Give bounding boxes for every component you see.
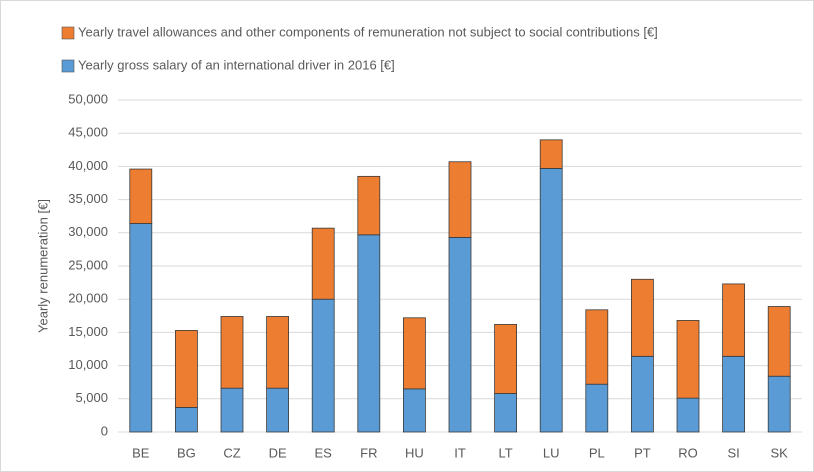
bar-segment — [539, 167, 563, 433]
bar-segment — [266, 316, 290, 389]
bar-segment — [722, 283, 745, 357]
bar-segment — [722, 355, 745, 433]
legend-swatch — [61, 26, 75, 40]
x-tick-label: ES — [315, 445, 333, 460]
bar-segment — [767, 375, 791, 433]
bar-segment — [129, 168, 153, 224]
x-tick-label: FR — [360, 445, 377, 460]
bar-segment — [357, 234, 381, 433]
bar-segment — [494, 393, 518, 433]
legend-label: Yearly travel allowances and other compo… — [78, 24, 658, 39]
x-tick-label: BE — [132, 445, 150, 460]
y-tick-label: 50,000 — [68, 91, 108, 106]
bar-segment — [494, 324, 518, 394]
bar-segment — [631, 278, 654, 357]
bar-segment — [311, 298, 335, 433]
bar-segment — [402, 317, 426, 390]
bar-segment — [174, 407, 198, 433]
x-tick-label: CZ — [223, 445, 240, 460]
bar-segment — [767, 306, 791, 377]
bar-segment — [311, 227, 335, 300]
x-tick-label: BG — [177, 445, 196, 460]
y-tick-label: 20,000 — [68, 291, 108, 306]
y-tick-label: 40,000 — [68, 158, 108, 173]
bar-segment — [585, 309, 609, 385]
bar-segment — [448, 161, 472, 238]
x-tick-label: SK — [771, 445, 789, 460]
bar-segment — [539, 139, 563, 169]
x-tick-label: DE — [269, 445, 287, 460]
y-tick-label: 0 — [101, 423, 108, 438]
legend-label: Yearly gross salary of an international … — [78, 57, 395, 72]
x-tick-label: PT — [634, 445, 651, 460]
y-tick-label: 10,000 — [68, 357, 108, 372]
bar-segment — [676, 397, 700, 433]
x-tick-label: SI — [727, 445, 739, 460]
y-tick-label: 45,000 — [68, 125, 108, 140]
bar-segment — [220, 387, 244, 433]
bar-segment — [448, 237, 472, 433]
bar-segment — [402, 388, 426, 433]
y-axis-title: Yearly renumeration [€] — [35, 199, 50, 333]
bar-segment — [220, 316, 244, 389]
x-tick-label: IT — [454, 445, 466, 460]
x-tick-label: HU — [405, 445, 424, 460]
bar-segment — [676, 320, 700, 399]
y-tick-label: 30,000 — [68, 224, 108, 239]
x-tick-label: LU — [543, 445, 560, 460]
bar-segment — [631, 355, 654, 433]
bar-segment — [266, 387, 290, 433]
bar-segment — [585, 383, 609, 433]
x-tick-label: PL — [589, 445, 605, 460]
x-tick-label: RO — [678, 445, 698, 460]
y-tick-label: 35,000 — [68, 191, 108, 206]
y-tick-label: 15,000 — [68, 324, 108, 339]
bar-segment — [174, 330, 198, 408]
bar-segment — [357, 175, 381, 236]
x-tick-label: LT — [498, 445, 512, 460]
y-tick-label: 25,000 — [68, 257, 108, 272]
y-tick-label: 5,000 — [75, 390, 108, 405]
legend-swatch — [61, 59, 75, 73]
bar-segment — [129, 223, 153, 433]
